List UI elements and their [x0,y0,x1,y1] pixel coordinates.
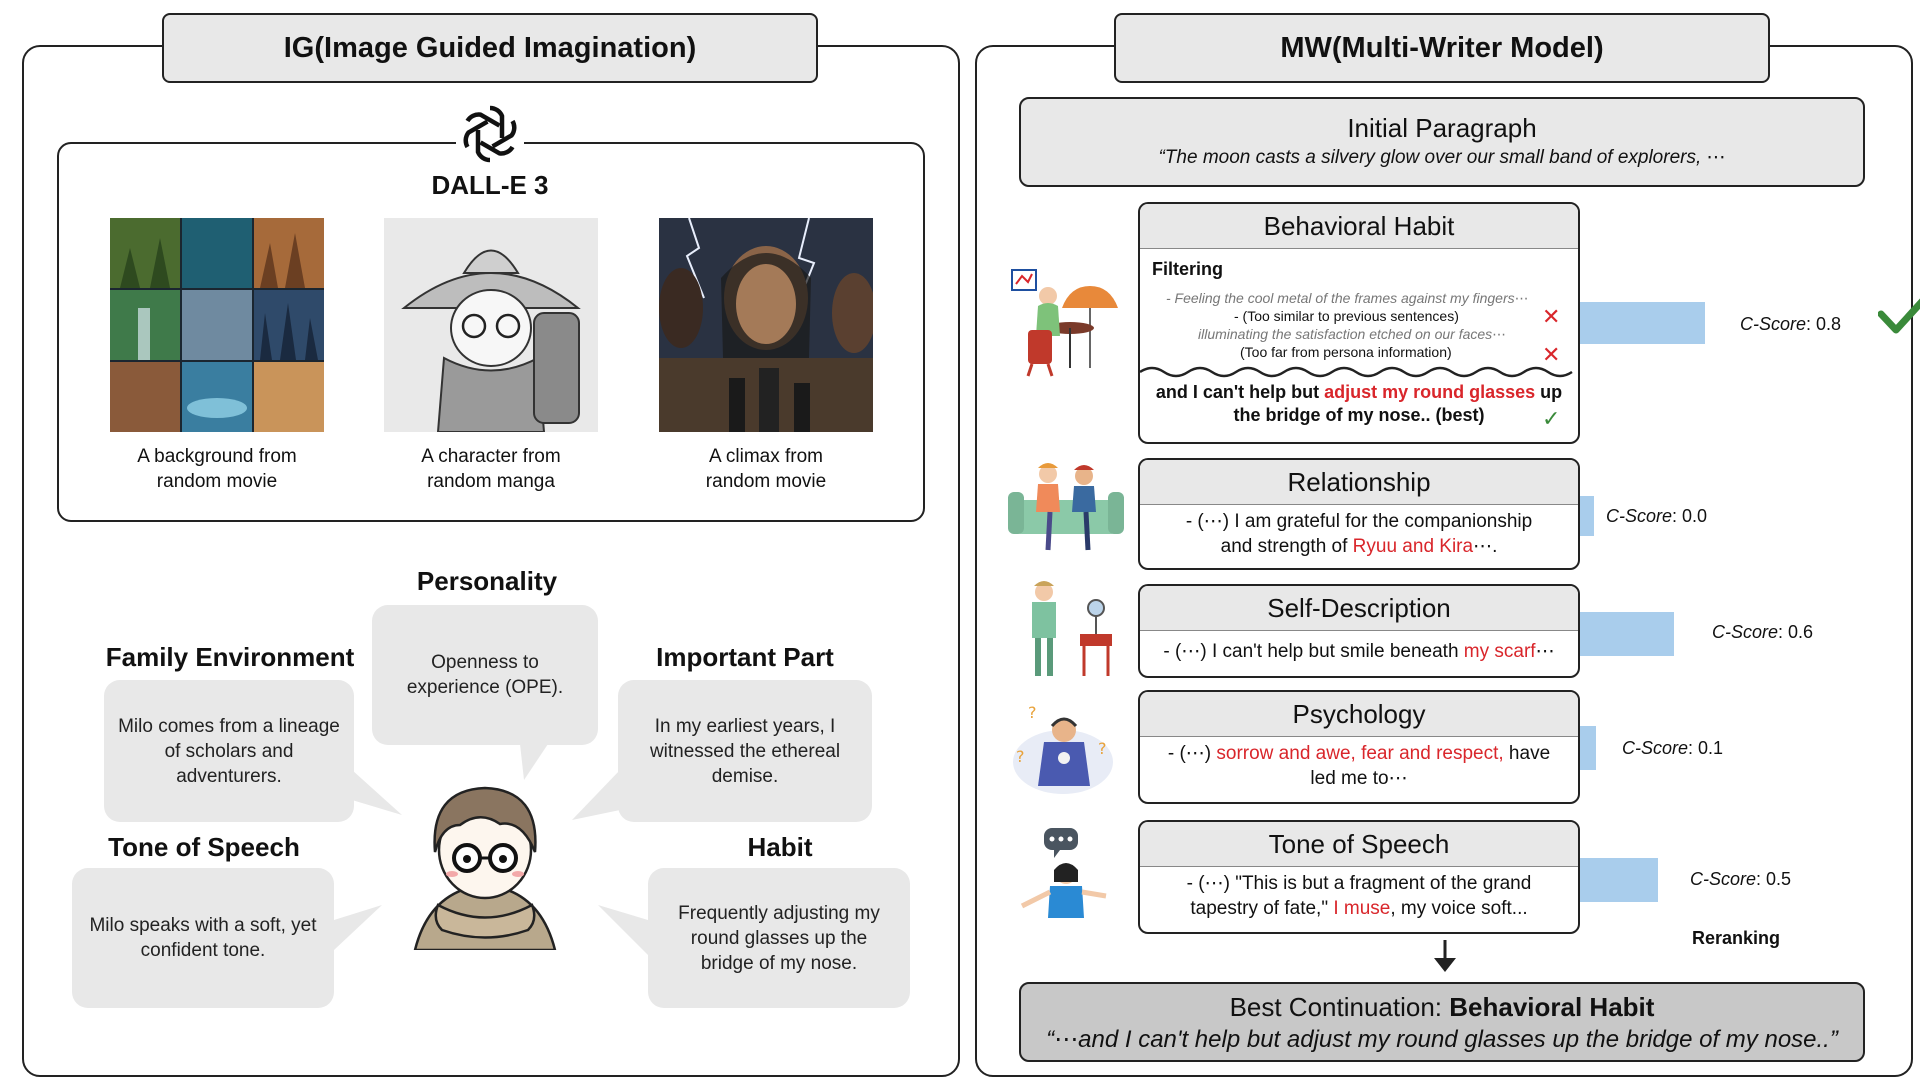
personality-box: Openness to experience (OPE). [372,605,598,745]
openai-logo-icon [456,100,524,168]
svg-text:?: ? [1098,739,1107,758]
best-continuation-title: Best Continuation: Behavioral Habit [1229,992,1655,1022]
family-environment-box: Milo comes from a lineage of scholars an… [104,680,354,822]
cscore-label-relationship: C-Score: 0.0 [1606,506,1708,526]
important-part-box: In my earliest years, I witnessed the et… [618,680,872,822]
image-caption-3: A climax from random movie [705,446,827,492]
psychology-title: Psychology [1140,692,1578,737]
tone-of-speech-candidate-title: Tone of Speech [1140,822,1578,867]
habit-box: Frequently adjusting my round glasses up… [648,868,910,1008]
initial-paragraph-box: Initial Paragraph “The moon casts a silv… [1019,97,1865,187]
friends-sofa-illustration [1008,462,1124,552]
self-description-box: Self-Description - (⋯) I can't help but … [1138,584,1580,678]
psychology-text: - (⋯) sorrow and awe, fear and respect, … [1167,743,1551,789]
filter-candidate-2: illuminating the satisfaction etched on … [1198,326,1507,342]
best-check-icon [1877,292,1920,341]
ig-title: IG(Image Guided Imagination) [162,13,818,83]
manga-character-image [384,218,598,432]
initial-paragraph-title: Initial Paragraph [1347,113,1537,143]
cscore-label-behavioral: C-Score: 0.8 [1740,314,1842,334]
cscore-bar-relationship [1580,496,1594,536]
psychology-illustration: ? ? ? [1008,700,1118,796]
best-continuation-text: “⋯and I can't help but adjust my round g… [1046,1026,1838,1053]
cscore-bar-self [1580,612,1674,656]
arrow-down-icon [1430,940,1460,979]
tone-of-speech-box: Milo speaks with a soft, yet confident t… [72,868,334,1008]
relationship-title: Relationship [1140,460,1578,505]
image-caption-1: A background from random movie [137,446,297,492]
filter-candidate-1: - Feeling the cool metal of the frames a… [1166,290,1529,306]
filter-reason-2: (Too far from persona information) [1240,344,1452,360]
relationship-box: Relationship - (⋯) I am grateful for the… [1138,458,1580,570]
best-continuation-box: Best Continuation: Behavioral Habit “⋯an… [1019,982,1865,1062]
cscore-label-psychology: C-Score: 0.1 [1622,738,1724,758]
reject-x-icon-1: ✕ [1542,304,1561,329]
self-description-illustration [1020,578,1120,680]
movie-climax-image [659,218,873,432]
wavy-divider [1140,366,1573,378]
tone-of-speech-candidate-text: - (⋯) "This is but a fragment of the gra… [1186,873,1532,919]
mw-title: MW(Multi-Writer Model) [1114,13,1770,83]
best-candidate-line-2: the bridge of my nose.. (best) [1233,405,1485,425]
cscore-bar-behavioral [1580,302,1705,344]
image-caption-2: A character from random manga [421,446,561,492]
svg-text:?: ? [1028,703,1037,722]
habit-title: Habit [747,832,813,862]
dalle-label: DALL-E 3 [431,170,549,200]
filtering-label: Filtering [1152,259,1223,279]
reranking-label: Reranking [1692,928,1781,948]
relationship-text: - (⋯) I am grateful for the companionshi… [1185,511,1533,557]
family-environment-title: Family Environment [105,642,355,672]
milo-character-avatar [410,780,560,952]
important-part-title: Important Part [656,642,834,672]
speech-tails [334,744,648,955]
personality-title: Personality [416,566,558,596]
tone-of-speech-title: Tone of Speech [108,832,300,862]
accept-check-icon: ✓ [1542,406,1561,431]
initial-paragraph-text: “The moon casts a silvery glow over our … [1158,147,1726,168]
background-image-collage [110,218,324,432]
cscore-bar-psychology [1580,726,1596,770]
cscore-label-self: C-Score: 0.6 [1712,622,1814,642]
behavioral-habit-title: Behavioral Habit [1140,204,1578,249]
cscore-bar-tone [1580,858,1658,902]
behavioral-habit-box: Behavioral Habit Filtering - Feeling the… [1138,202,1580,444]
self-description-title: Self-Description [1140,586,1578,631]
svg-text:?: ? [1016,747,1025,766]
reject-x-icon-2: ✕ [1542,342,1561,367]
self-description-text: - (⋯) I can't help but smile beneath my … [1163,641,1555,662]
cscore-label-tone: C-Score: 0.5 [1690,869,1792,889]
speaking-person-illustration [1010,826,1114,930]
best-candidate-line: and I can't help but adjust my round gla… [1155,382,1563,402]
cafe-person-illustration [1010,268,1120,378]
psychology-box: Psychology - (⋯) sorrow and awe, fear an… [1138,690,1580,804]
filter-reason-1: - (Too similar to previous sentences) [1234,308,1459,324]
tone-of-speech-candidate-box: Tone of Speech - (⋯) "This is but a frag… [1138,820,1580,934]
